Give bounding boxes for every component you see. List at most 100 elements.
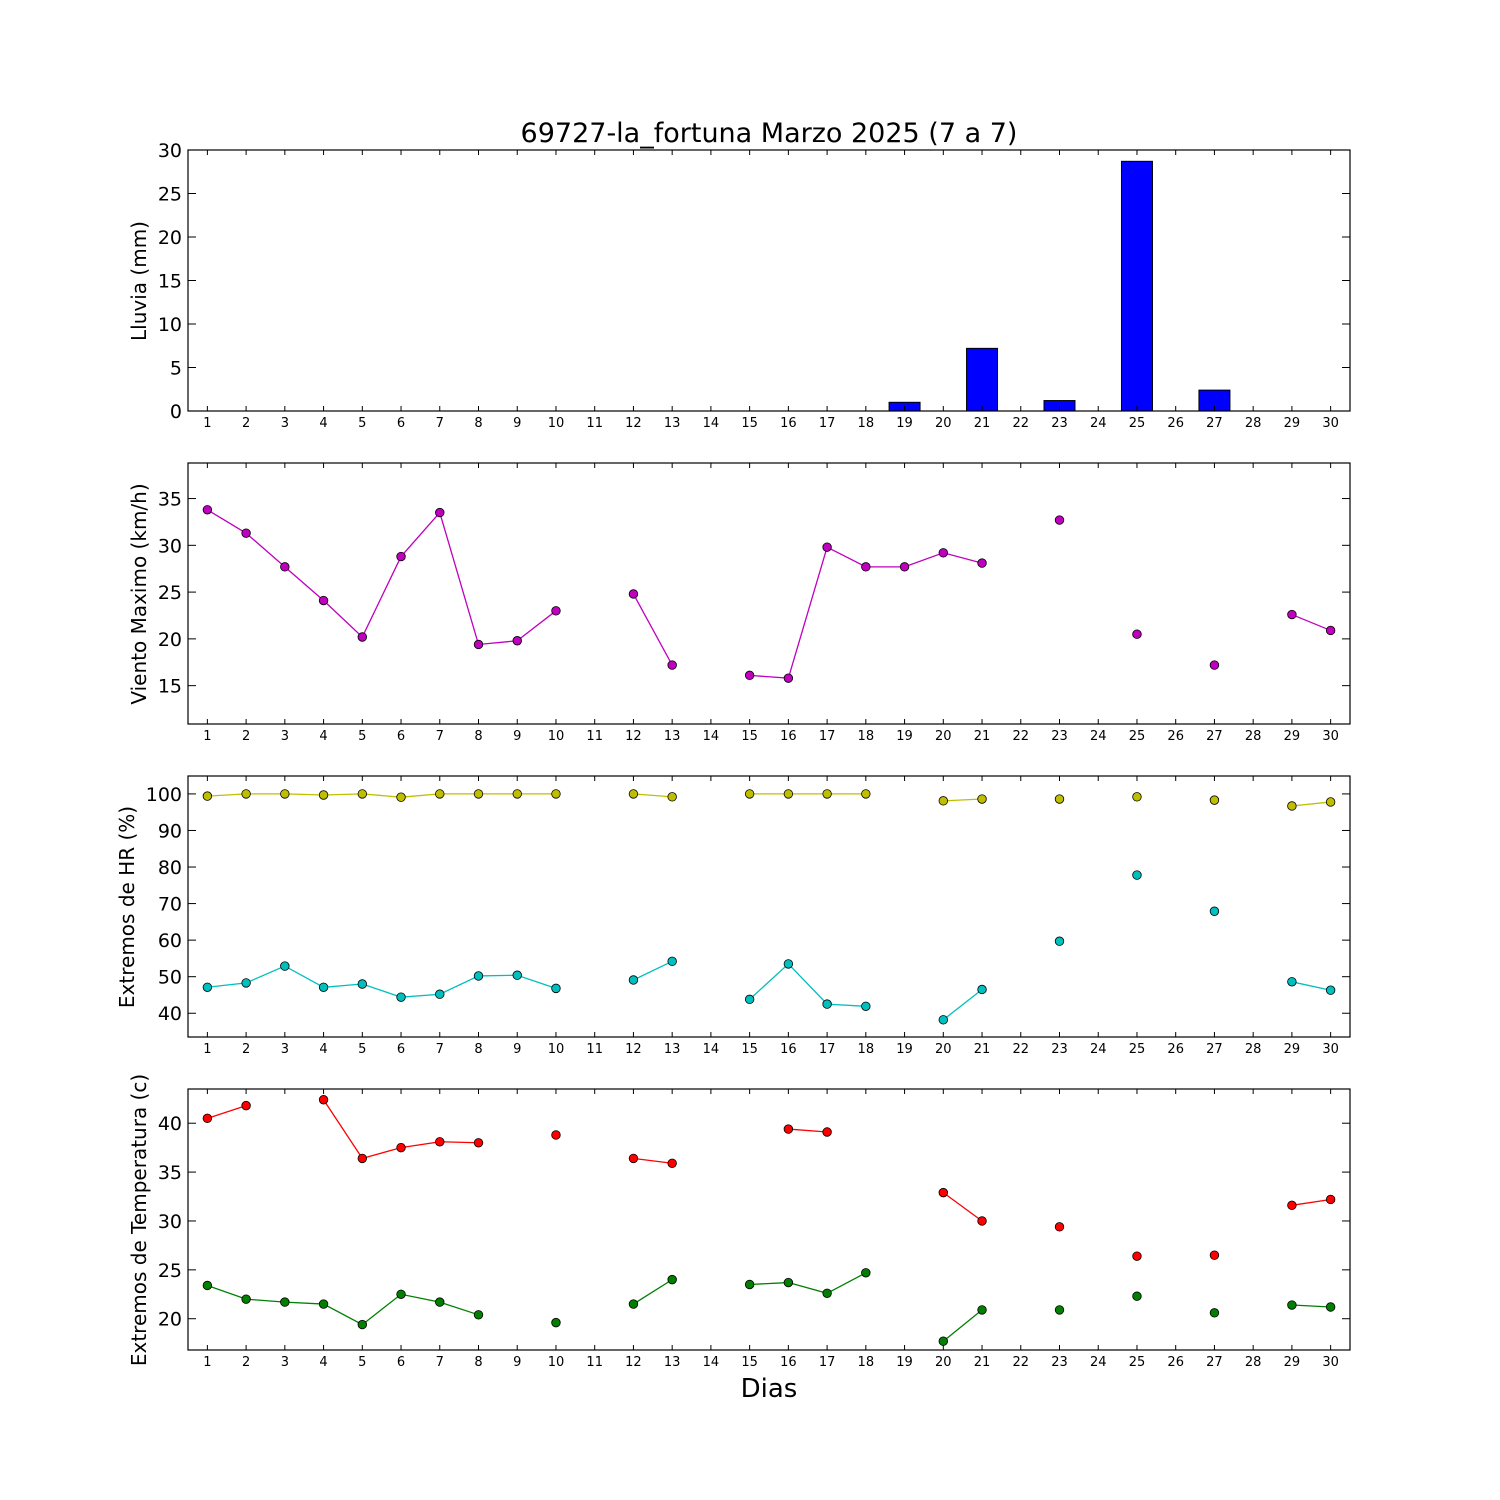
x-tick-label: 18 xyxy=(858,416,875,431)
series-1-point-day-29 xyxy=(1287,609,1297,620)
y-tick-label: 25 xyxy=(158,1260,182,1282)
x-tick-label: 4 xyxy=(319,729,327,744)
x-tick-label: 5 xyxy=(358,416,366,431)
y-tick-label: 70 xyxy=(158,894,182,916)
y-tick-label: 50 xyxy=(158,967,182,989)
series-2-point-day-3 xyxy=(280,961,290,971)
series-2-point-day-8 xyxy=(473,971,484,981)
x-tick-label: 22 xyxy=(1012,1355,1029,1370)
series-1-point-day-13 xyxy=(667,792,677,802)
x-tick-label: 12 xyxy=(625,416,642,431)
series-2-point-day-5 xyxy=(357,979,368,989)
bar-day-21 xyxy=(966,347,999,412)
x-tick-label: 24 xyxy=(1090,729,1107,744)
x-tick-label: 6 xyxy=(397,1355,405,1370)
series-2-point-day-20 xyxy=(938,1015,949,1025)
x-tick-label: 27 xyxy=(1206,416,1223,431)
x-tick-label: 13 xyxy=(664,416,681,431)
x-tick-label: 19 xyxy=(896,1355,913,1370)
x-tick-label: 3 xyxy=(281,1355,289,1370)
series-1-point-day-8 xyxy=(473,1138,484,1148)
series-1-point-day-7 xyxy=(435,1137,445,1147)
x-tick-label: 17 xyxy=(819,1042,836,1057)
x-tick-label: 18 xyxy=(858,1355,875,1370)
series-1-point-day-17 xyxy=(822,789,832,799)
x-tick-label: 30 xyxy=(1322,729,1339,744)
x-tick-label: 7 xyxy=(436,1042,444,1057)
y-tick-label: 15 xyxy=(158,676,182,698)
y-tick-label: 60 xyxy=(158,930,182,952)
y-tick-label: 80 xyxy=(158,857,182,879)
series-2-point-day-16 xyxy=(783,959,794,969)
series-1-point-day-30 xyxy=(1325,1194,1336,1205)
series-2-line-segment-9 xyxy=(1291,1304,1331,1308)
x-tick-label: 15 xyxy=(741,1042,758,1057)
x-tick-label: 28 xyxy=(1245,729,1262,744)
x-tick-label: 6 xyxy=(397,1042,405,1057)
series-2-point-day-9 xyxy=(512,970,522,980)
series-2-point-day-6 xyxy=(396,1289,406,1299)
y-tick-label: 10 xyxy=(158,314,182,336)
y-tick-label: 20 xyxy=(158,227,182,249)
x-tick-label: 21 xyxy=(974,729,991,744)
x-tick-label: 17 xyxy=(819,1355,836,1370)
x-tick-label: 24 xyxy=(1090,1355,1107,1370)
series-1-point-day-12 xyxy=(628,1153,639,1164)
x-tick-label: 8 xyxy=(474,416,482,431)
series-2-line-segment-3 xyxy=(749,962,866,1007)
x-tick-label: 11 xyxy=(586,416,603,431)
x-tick-label: 28 xyxy=(1245,1042,1262,1057)
series-2-point-day-29 xyxy=(1287,977,1297,987)
series-2-point-day-8 xyxy=(473,1310,484,1320)
x-tick-label: 9 xyxy=(513,1042,521,1057)
series-1-point-day-4 xyxy=(318,595,329,606)
series-2-point-day-27 xyxy=(1209,1308,1220,1318)
x-tick-label: 29 xyxy=(1284,1042,1301,1057)
x-tick-label: 20 xyxy=(935,1355,952,1370)
series-1-line-segment-10 xyxy=(1291,1198,1331,1206)
x-tick-label: 14 xyxy=(703,729,720,744)
series-2-point-day-12 xyxy=(628,975,639,985)
x-tick-label: 14 xyxy=(703,1355,720,1370)
x-tick-label: 22 xyxy=(1012,416,1029,431)
series-1-point-day-15 xyxy=(744,670,755,681)
x-tick-label: 20 xyxy=(935,1042,952,1057)
x-tick-label: 26 xyxy=(1167,729,1184,744)
series-1-point-day-29 xyxy=(1287,1200,1297,1211)
series-1-point-day-27 xyxy=(1209,1250,1220,1260)
series-1-line-segment-6 xyxy=(942,1192,983,1222)
x-tick-label: 13 xyxy=(664,1042,681,1057)
x-tick-label: 3 xyxy=(281,1042,289,1057)
series-2-point-day-18 xyxy=(861,1001,871,1011)
x-tick-label: 2 xyxy=(242,1355,250,1370)
series-2-point-day-4 xyxy=(318,1299,329,1309)
x-tick-label: 1 xyxy=(203,416,211,431)
x-tick-label: 30 xyxy=(1322,1042,1339,1057)
x-tick-label: 14 xyxy=(703,416,720,431)
y-tick-label: 40 xyxy=(158,1113,182,1135)
x-tick-label: 23 xyxy=(1051,416,1068,431)
series-1-point-day-25 xyxy=(1132,1251,1142,1261)
x-tick-label: 19 xyxy=(896,416,913,431)
series-1-point-day-5 xyxy=(357,789,368,799)
series-1-line-segment-1 xyxy=(207,509,557,646)
y-tick-label: 35 xyxy=(158,1162,182,1184)
x-tick-label: 1 xyxy=(203,1355,211,1370)
series-1-point-day-5 xyxy=(357,632,368,642)
series-2-line-segment-4 xyxy=(942,988,983,1021)
series-2-line-segment-8 xyxy=(1291,981,1331,991)
x-tick-label: 25 xyxy=(1129,1355,1146,1370)
y-tick-label: 40 xyxy=(158,1003,182,1025)
x-tick-label: 27 xyxy=(1206,729,1223,744)
x-tick-label: 11 xyxy=(586,1042,603,1057)
axes-frame-humidity xyxy=(187,775,1351,1038)
panel-temperature: 1 2 3 4 5 6 7 8 9 10 11 12 13 14 15 16 17 18 19 20 21 22 23 24 2… xyxy=(158,1088,1351,1370)
series-1-point-day-25 xyxy=(1132,792,1142,802)
series-1-point-day-8 xyxy=(473,639,484,650)
panel-humidity: 1 2 3 4 5 6 7 8 9 10 11 12 13 14 15 16 17 18 19 20 21 22 23 24 2… xyxy=(146,775,1351,1057)
series-2-point-day-23 xyxy=(1054,936,1065,946)
series-1-point-day-10 xyxy=(551,606,561,616)
series-1-point-day-20 xyxy=(938,548,949,558)
series-2-point-day-6 xyxy=(396,992,406,1002)
y-tick-label: 100 xyxy=(146,784,182,806)
